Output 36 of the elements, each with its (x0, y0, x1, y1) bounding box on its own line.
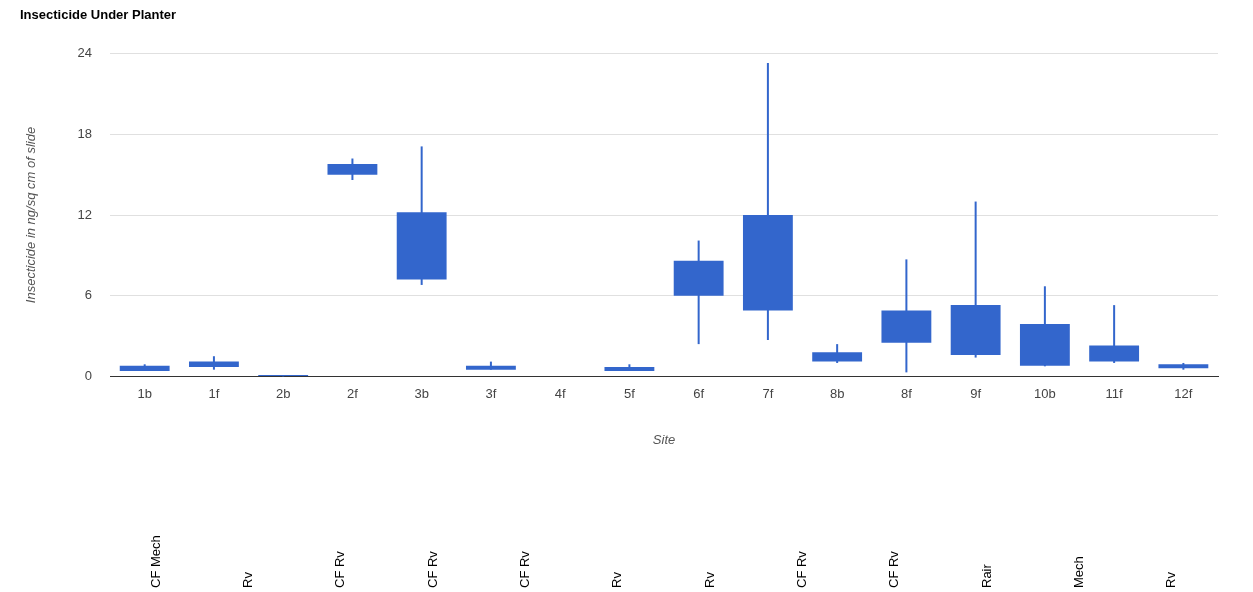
x-tick-label: 4f (554, 385, 566, 401)
y-tick-label: 6 (84, 287, 93, 303)
y-tick-label: 24 (77, 45, 93, 61)
x-tick-label: 8f (900, 385, 913, 401)
y-tick-label: 18 (77, 125, 93, 141)
text: CF Rv (794, 550, 810, 588)
text: CF Mech (147, 535, 163, 588)
x-tick-label: 9f (970, 385, 982, 401)
text: Rv (701, 571, 717, 588)
x-tick-label: 2f (347, 385, 359, 401)
y-axis-title: Insecticide in ng/sq cm of slide (23, 126, 39, 304)
x-tick-label: 6f (693, 385, 705, 401)
text: Mech (1071, 556, 1087, 588)
text: Rv (609, 571, 625, 588)
text: Rv (240, 571, 256, 588)
x-tick-label: 1f (208, 385, 220, 401)
chart-title: Insecticide Under Planter (20, 7, 177, 23)
x-tick-label: 1b (137, 385, 152, 401)
x-tick-label: 8b (829, 385, 845, 401)
x-tick-label: 10b (1034, 385, 1056, 401)
x-tick-label: 7f (762, 385, 774, 401)
y-tick-label: 0 (84, 367, 93, 383)
text: CF Rv (332, 550, 348, 588)
x-tick-label: 11f (1105, 385, 1124, 401)
text: Rv (1163, 571, 1179, 588)
x-tick-label: 2b (275, 385, 291, 401)
x-tick-label: 3b (414, 385, 429, 401)
x-axis-title: Site (652, 432, 676, 448)
y-tick-label: 12 (77, 206, 93, 222)
text: CF Rv (886, 550, 902, 588)
text: Rair (978, 563, 994, 588)
x-tick-label: 12f (1174, 385, 1193, 401)
x-tick-label: 5f (623, 385, 636, 401)
x-tick-label: 3f (485, 385, 497, 401)
text: CF Rv (517, 550, 533, 588)
text: CF Rv (424, 550, 440, 588)
